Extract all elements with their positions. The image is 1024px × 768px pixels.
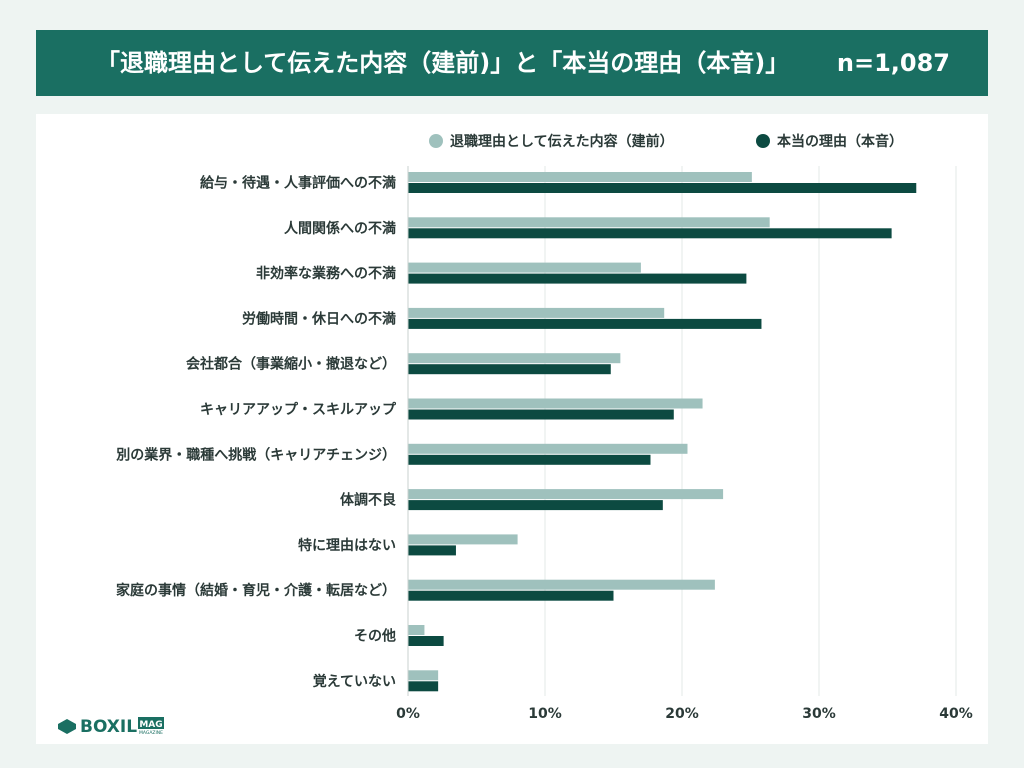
bar-tatemae [408,398,703,409]
bar-tatemae [408,625,425,635]
bar-chart: 0% 10% 20% 30% 40% 給与・待遇・人事評価への不満人間関係への不満非効率な… [58,133,973,737]
logo-brand: BOXIL [80,717,137,737]
x-tick-label: 10% [528,706,562,722]
category-label: 家庭の事情（結婚・育児・介護・転居など） [116,582,396,599]
x-tick-label: 0% [396,706,420,722]
bar-tatemae [408,489,724,500]
x-tick-label: 20% [665,706,699,722]
logo-tag: MAG [139,720,162,730]
bar-honne [408,681,439,692]
bar-honne [408,364,611,375]
bar-tatemae [408,579,715,590]
bar-tatemae [408,443,688,454]
chart-header: 「退職理由として伝えた内容（建前)」と「本当の理由（本音)」 n=1,087 [36,30,988,96]
bar-tatemae [408,307,665,318]
bar-honne [408,636,444,646]
x-tick-label: 30% [802,706,836,722]
category-label: 別の業界・職種へ挑戦（キャリアチェンジ） [115,446,396,463]
category-label: 特に理由はない [298,537,396,554]
bar-honne [408,545,456,556]
boxil-logo-icon [58,719,76,734]
bar-honne [408,228,892,239]
bar-honne [408,183,917,193]
legend-marker-tatemae [429,134,443,148]
bar-honne [408,318,762,329]
bar-tatemae [408,262,641,273]
bar-honne [408,500,663,511]
category-label: 非効率な業務への不満 [256,265,396,282]
bar-honne [408,273,747,284]
bar-honne [408,590,614,601]
sample-size: n=1,087 [836,49,950,77]
bar-tatemae [408,353,621,364]
chart-title: 「退職理由として伝えた内容（建前)」と「本当の理由（本音)」 [96,49,790,77]
logo-sub: MAGAZINE [139,730,163,736]
legend-label-honne: 本当の理由（本音） [777,133,903,150]
category-label: 給与・待遇・人事評価への不満 [200,175,396,192]
legend-label-tatemae: 退職理由として伝えた内容（建前） [450,133,674,150]
legend-marker-honne [756,134,770,148]
category-label: キャリアアップ・スキルアップ [200,402,397,418]
category-label: 体調不良 [340,492,396,509]
category-label: 人間関係への不満 [284,220,396,237]
chart-panel: 0% 10% 20% 30% 40% 給与・待遇・人事評価への不満人間関係への不満非効率な… [36,114,988,744]
category-label: その他 [354,628,396,645]
bar-honne [408,454,651,465]
x-tick-label: 40% [939,706,973,722]
category-label: 労働時間・休日への不満 [242,310,396,327]
category-label: 覚えていない [313,673,396,690]
bar-tatemae [408,670,439,681]
logo-tag-bg [138,717,164,729]
bar-tatemae [408,172,752,182]
bar-tatemae [408,217,770,228]
bar-tatemae [408,534,518,545]
category-label: 会社都合（事業縮小・撤退など） [186,356,396,373]
bar-honne [408,409,674,420]
